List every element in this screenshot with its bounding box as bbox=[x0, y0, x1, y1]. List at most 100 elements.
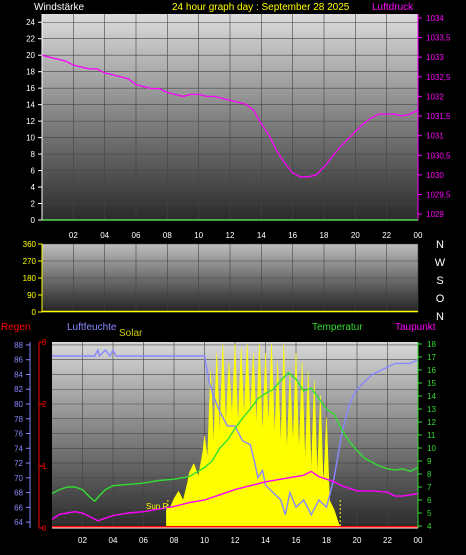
panel1-x-tick-label: 20 bbox=[351, 231, 360, 240]
luftfeuchte-label: Luftfeuchte bbox=[67, 322, 117, 333]
humidity-tick-label: 86 bbox=[14, 356, 23, 365]
panel3-x-tick-label: 08 bbox=[170, 536, 179, 545]
panel1-left-tick-label: 8 bbox=[31, 150, 36, 159]
panel1-x-tick-label: 04 bbox=[100, 231, 109, 240]
temperature-tick-label: 5 bbox=[427, 509, 432, 518]
rain-tick-label: 3 bbox=[42, 338, 47, 347]
series-luftdruck bbox=[41, 54, 419, 178]
sun-markers bbox=[167, 500, 341, 528]
humidity-tick-label: 82 bbox=[14, 385, 23, 394]
panel1-left-tick-label: 20 bbox=[26, 51, 35, 60]
panel3-x-tick-label: 18 bbox=[322, 536, 331, 545]
temperature-ticks: 4 5 6 7 8 9 10 11 12 13 14 15 16 17 18 bbox=[417, 340, 436, 531]
humidity-tick-label: 88 bbox=[14, 341, 23, 350]
panel3-x-tick-label: 22 bbox=[383, 536, 392, 545]
panel1-x-tick-label: 08 bbox=[163, 231, 172, 240]
series-temperatur bbox=[51, 371, 419, 503]
temperature-tick-label: 12 bbox=[427, 418, 436, 427]
panel1-left-tick-label: 10 bbox=[26, 134, 35, 143]
solar-label: Solar bbox=[119, 328, 143, 339]
temperature-tick-label: 8 bbox=[427, 470, 432, 479]
rain-tick-label: 2 bbox=[42, 400, 47, 409]
panel1-right-tick-label: 1032,5 bbox=[426, 73, 451, 82]
humidity-tick-label: 76 bbox=[14, 430, 23, 439]
regen-label: Regen bbox=[1, 322, 30, 333]
panel3-x-tick-label: 00 bbox=[414, 536, 423, 545]
taupunkt-label: Taupunkt bbox=[395, 322, 436, 333]
panel1-right-tick-label: 1033 bbox=[426, 53, 444, 62]
temperature-tick-label: 9 bbox=[427, 457, 432, 466]
panel1-right-tick-label: 1031,5 bbox=[426, 112, 451, 121]
temperature-tick-label: 15 bbox=[427, 379, 436, 388]
panel1-right-tick-label: 1034 bbox=[426, 14, 444, 23]
panel1-right-ticks: 1029 1029,5 1030 1030,5 1031 1031,5 1032 1032,5… bbox=[417, 14, 451, 220]
series-luftfeuchte bbox=[52, 348, 419, 517]
panel1-x-tick-label: 14 bbox=[257, 231, 266, 240]
panel1-grid bbox=[42, 14, 419, 221]
panel1-left-tick-label: 6 bbox=[31, 167, 36, 176]
panel3-x-tick-label: 12 bbox=[231, 536, 240, 545]
panel1-x-tick-label: 06 bbox=[132, 231, 141, 240]
panel1-x-tick-label: 00 bbox=[414, 231, 423, 240]
panel1-left-label: Windstärke bbox=[34, 2, 84, 13]
panel1-left-tick-label: 2 bbox=[31, 200, 36, 209]
compass-label: W bbox=[435, 257, 446, 269]
temperature-tick-label: 14 bbox=[427, 392, 436, 401]
panel3-x-tick-label: 20 bbox=[353, 536, 362, 545]
temperature-tick-label: 11 bbox=[427, 431, 436, 440]
temperature-tick-label: 7 bbox=[427, 483, 432, 492]
solar-area bbox=[166, 343, 341, 529]
panel1-left-tick-label: 0 bbox=[31, 216, 36, 225]
temperatur-label: Temperatur bbox=[312, 322, 363, 333]
humidity-tick-label: 68 bbox=[14, 489, 23, 498]
rain-tick-label: 0 bbox=[42, 524, 47, 533]
panel1-right-tick-label: 1033,5 bbox=[426, 34, 451, 43]
panel3-x-tick-label: 16 bbox=[292, 536, 301, 545]
panel2-tick-label: 0 bbox=[32, 308, 37, 317]
panel2-tick-label: 360 bbox=[23, 240, 37, 249]
panel1-x-tick-label: 18 bbox=[320, 231, 329, 240]
panel1-right-tick-label: 1029 bbox=[426, 210, 444, 219]
temperature-tick-label: 6 bbox=[427, 496, 432, 505]
humidity-tick-label: 78 bbox=[14, 415, 23, 424]
panel1-right-tick-label: 1029,5 bbox=[426, 190, 451, 199]
panel1-x-ticks: 02 04 06 08 10 12 14 16 18 20 22 00 bbox=[42, 219, 423, 240]
temperature-tick-label: 4 bbox=[427, 522, 432, 531]
panel1-right-label: Luftdruck bbox=[372, 2, 414, 13]
series-taupunkt bbox=[51, 470, 419, 522]
panel1-right-tick-label: 1030 bbox=[426, 171, 444, 180]
humidity-tick-label: 66 bbox=[14, 503, 23, 512]
panel1-right-tick-label: 1030,5 bbox=[426, 151, 451, 160]
humidity-tick-label: 84 bbox=[14, 370, 23, 379]
panel3-x-tick-label: 06 bbox=[139, 536, 148, 545]
humidity-ticks: 64 66 68 70 72 74 76 78 80 82 84 86 88 bbox=[14, 341, 31, 528]
humidity-tick-label: 64 bbox=[14, 518, 23, 527]
temperature-tick-label: 17 bbox=[427, 353, 436, 362]
panel1-left-tick-label: 16 bbox=[26, 84, 35, 93]
panel3-x-tick-label: 04 bbox=[109, 536, 118, 545]
panel1-left-tick-label: 4 bbox=[31, 183, 36, 192]
humidity-tick-label: 72 bbox=[14, 459, 23, 468]
chart-title: 24 hour graph day : September 28 2025 bbox=[172, 2, 350, 13]
panel3-x-ticks: 02 04 06 08 10 12 14 16 18 20 22 00 bbox=[52, 527, 423, 545]
panel1-x-tick-label: 02 bbox=[69, 231, 78, 240]
panel1-left-tick-label: 12 bbox=[26, 117, 35, 126]
panel1-x-tick-label: 22 bbox=[382, 231, 391, 240]
humidity-tick-label: 70 bbox=[14, 474, 23, 483]
series-solar bbox=[166, 343, 341, 529]
panel1-right-tick-label: 1031 bbox=[426, 132, 444, 141]
panel3-x-tick-label: 10 bbox=[200, 536, 209, 545]
panel1-left-tick-label: 22 bbox=[26, 35, 35, 44]
temperature-tick-label: 18 bbox=[427, 340, 436, 349]
panel1-x-tick-label: 12 bbox=[226, 231, 235, 240]
compass-label: S bbox=[436, 275, 443, 287]
panel3-lines bbox=[51, 348, 419, 528]
panel2-left-ticks: 0 90 180 270 360 bbox=[23, 240, 43, 317]
panel2-tick-label: 270 bbox=[23, 257, 37, 266]
panel1-x-tick-label: 10 bbox=[194, 231, 203, 240]
compass-label: N bbox=[436, 311, 444, 323]
rain-tick-label: 1 bbox=[42, 462, 47, 471]
